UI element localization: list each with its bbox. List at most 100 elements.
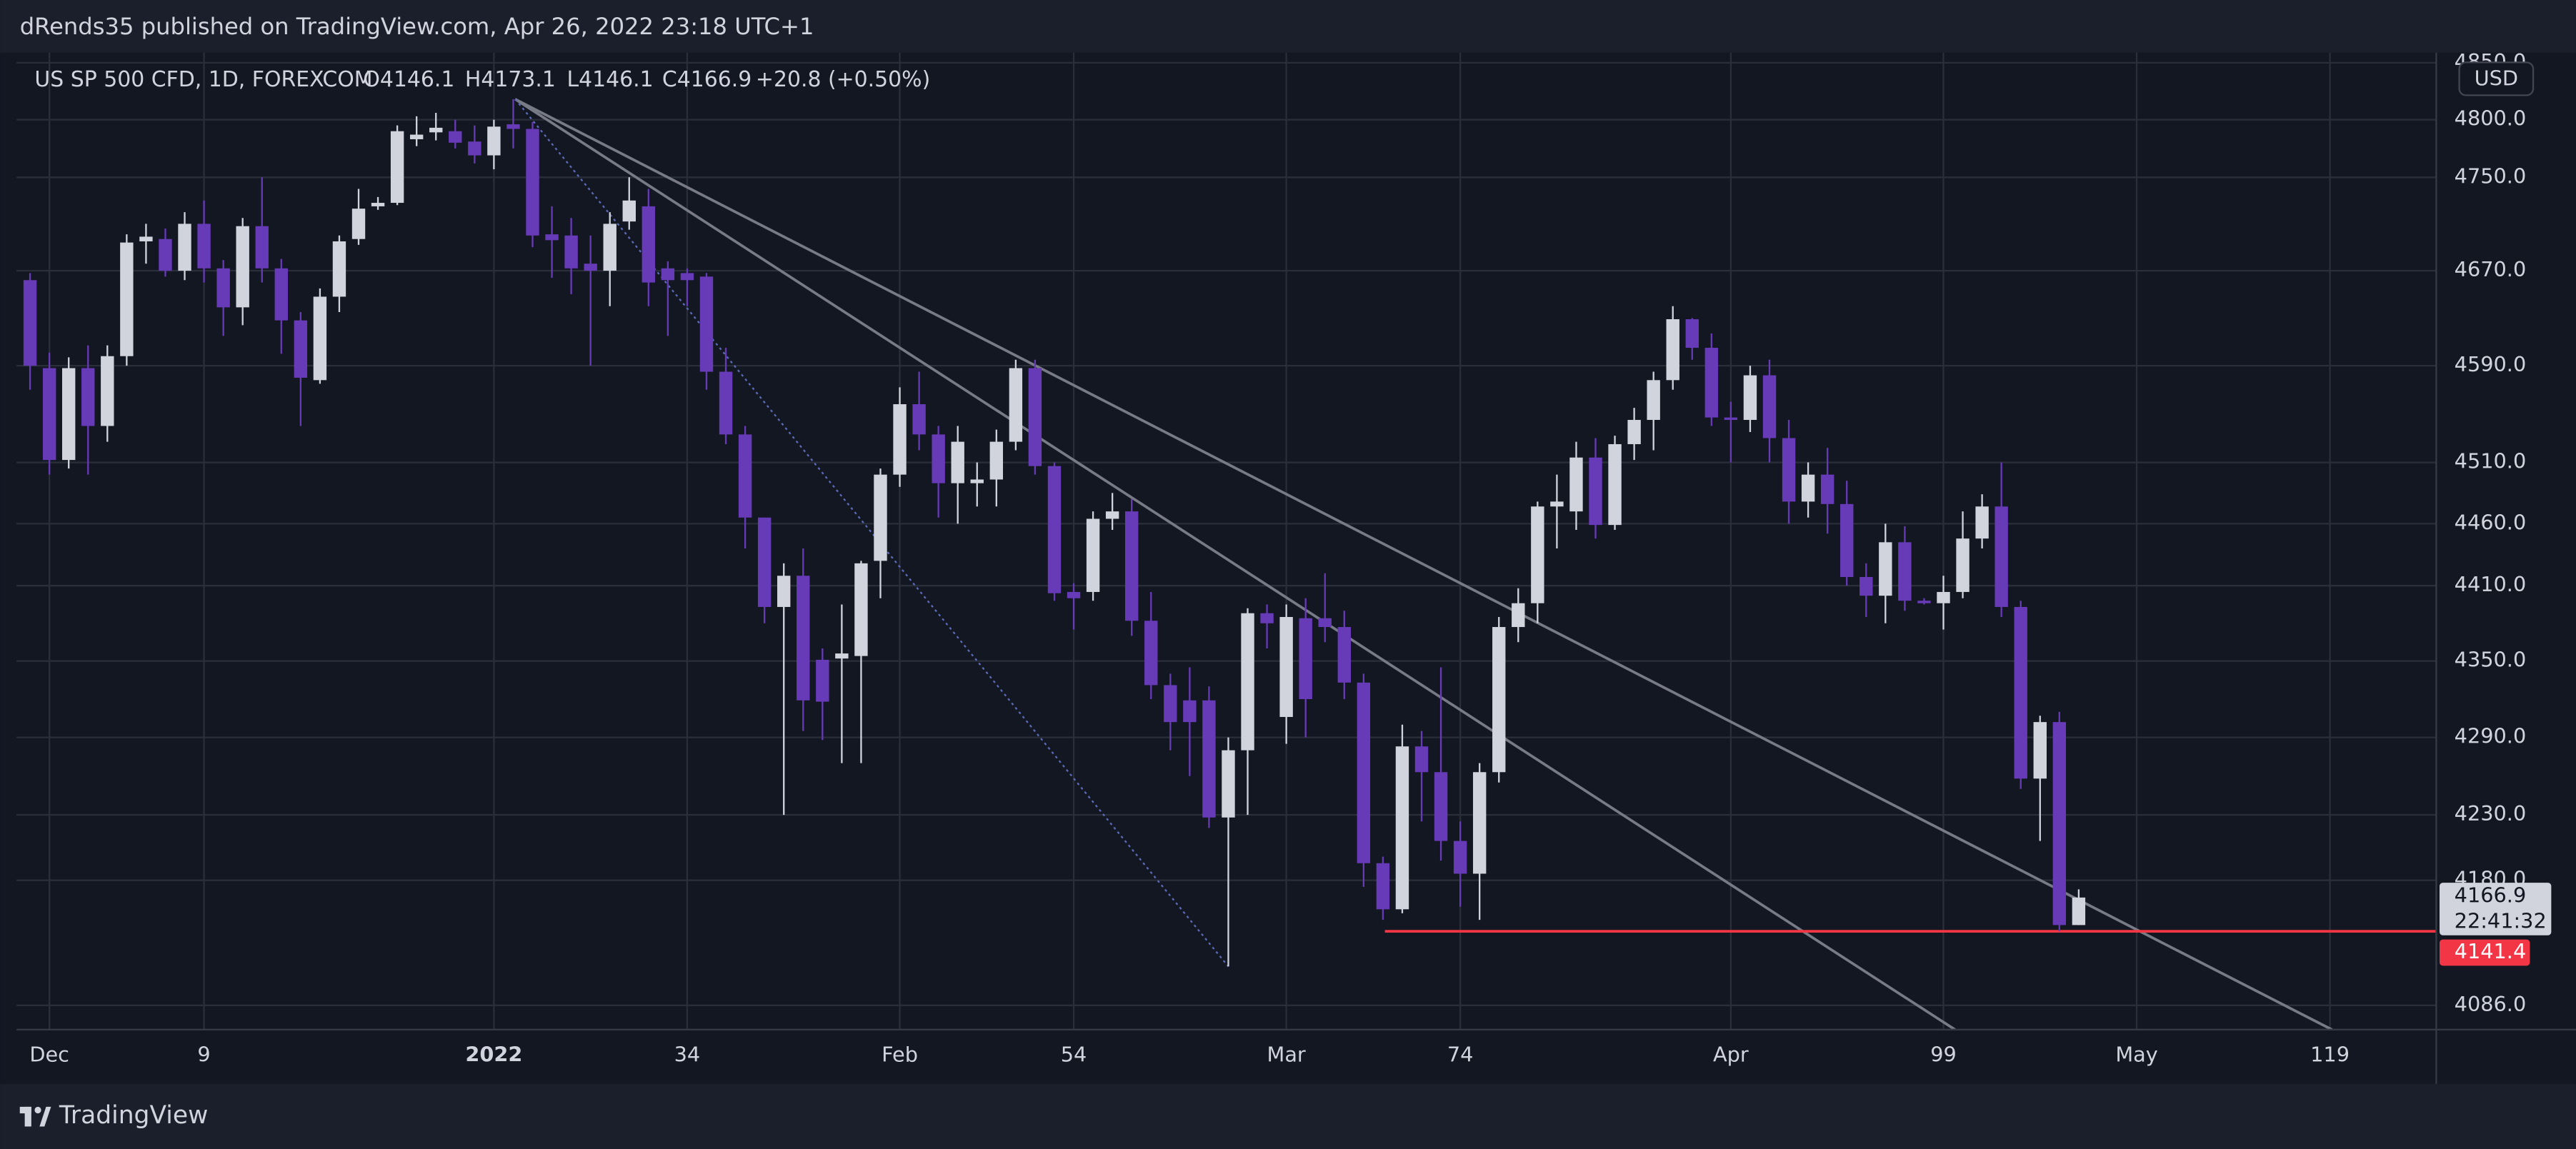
y-tick-label: 4290.0 <box>2455 724 2527 748</box>
candle-body <box>545 234 559 241</box>
x-tick-label: 99 <box>1930 1043 1957 1067</box>
logo-part <box>34 1106 41 1114</box>
candle-body <box>564 235 578 269</box>
candle-body <box>777 576 791 607</box>
candle-body <box>61 368 76 461</box>
candle-body <box>1531 506 1544 603</box>
candle-body <box>274 268 288 321</box>
y-tick-label: 4510.0 <box>2455 449 2527 473</box>
candle-body <box>1183 700 1197 723</box>
x-tick-label: 9 <box>197 1043 210 1067</box>
ohlc-close: C4166.9 <box>662 67 752 92</box>
candle-body <box>1260 613 1274 623</box>
candle-body <box>371 203 385 206</box>
candle-body <box>1512 603 1525 628</box>
candle-body <box>1144 621 1158 686</box>
candle-body <box>1434 772 1448 841</box>
candle-body <box>1337 627 1351 683</box>
candle-body <box>699 276 714 372</box>
price-label-box <box>2439 883 2552 935</box>
y-tick-label: 4670.0 <box>2455 257 2527 281</box>
candle-body <box>1453 841 1467 874</box>
candle-body <box>1395 746 1409 910</box>
candle-body <box>1917 601 1931 603</box>
candle-body <box>1666 318 1679 381</box>
candle-body <box>1376 863 1390 910</box>
ohlc-high: H4173.1 <box>465 67 556 92</box>
y-tick-label: 4410.0 <box>2455 572 2527 596</box>
axes: 4850.04800.04750.04670.04590.04510.04460… <box>29 49 2552 1067</box>
ohlc-open: O4146.1 <box>363 67 454 92</box>
candle-body <box>236 226 249 308</box>
candle-body <box>351 209 366 239</box>
candle-body <box>178 224 191 271</box>
y-tick-label: 4750.0 <box>2455 164 2527 188</box>
candle-body <box>1164 685 1177 723</box>
candle-body <box>1492 627 1506 773</box>
currency-badge[interactable] <box>2458 61 2535 96</box>
candle-body <box>1975 506 1989 539</box>
candle-body <box>797 576 810 701</box>
candle-body <box>1627 420 1641 444</box>
candle-body <box>1357 682 1371 863</box>
candle-body <box>1743 375 1757 421</box>
candle-body <box>1820 474 1834 504</box>
candle-body <box>120 242 134 356</box>
candle-body <box>1550 501 1564 507</box>
y-tick-label: 4460.0 <box>2455 510 2527 534</box>
candle-body <box>584 264 597 271</box>
candle-body <box>680 273 694 281</box>
candle-body <box>816 659 829 702</box>
candle-body <box>1086 518 1100 592</box>
candle-body <box>989 441 1004 480</box>
drawings <box>514 98 2437 1030</box>
candle-body <box>1995 506 2008 607</box>
price-label-box <box>2439 939 2530 966</box>
candle-body <box>1241 613 1254 751</box>
candle-body <box>139 236 153 241</box>
candle-body <box>1472 772 1487 874</box>
candle-body <box>1569 457 1583 512</box>
x-tick-label: 54 <box>1061 1043 1087 1067</box>
candle-body <box>951 441 964 483</box>
candle-body <box>2014 606 2027 779</box>
x-tick-label: Feb <box>882 1043 918 1067</box>
candle-body <box>835 653 849 659</box>
trend-line <box>514 98 1956 1030</box>
candle-body <box>641 206 656 283</box>
candle-body <box>970 479 984 483</box>
candle-body <box>1879 542 1892 596</box>
candle-body <box>1859 576 1873 596</box>
x-tick-label: Dec <box>29 1043 69 1067</box>
countdown: 22:41:32 <box>2455 908 2547 933</box>
price-label: 4166.9 <box>2455 883 2527 908</box>
candle-body <box>1956 538 1970 592</box>
candle-body <box>912 404 926 435</box>
candle-body <box>1125 511 1139 621</box>
x-tick-label: Apr <box>1713 1043 1749 1067</box>
candle-body <box>159 239 172 271</box>
candle-body <box>719 371 733 435</box>
candle-body <box>487 126 501 156</box>
currency[interactable]: USD <box>2475 66 2518 91</box>
candle-body <box>23 280 37 366</box>
candle-body <box>1724 417 1738 421</box>
ohlc-change: +20.8 (+0.50%) <box>756 67 930 92</box>
candle-body <box>622 200 636 222</box>
candle-body <box>526 129 539 236</box>
ohlc-low: L4146.1 <box>566 67 653 92</box>
candle-body <box>757 517 772 607</box>
candle-body <box>216 268 230 308</box>
candles <box>23 99 2086 967</box>
x-tick-label: 34 <box>674 1043 701 1067</box>
candle-body <box>1898 542 1912 601</box>
candle-body <box>1009 368 1023 442</box>
candle-body <box>332 241 346 297</box>
candle-body <box>1222 750 1235 818</box>
candle-body <box>932 434 945 483</box>
candle-body <box>1647 380 1660 421</box>
header-cover <box>0 0 2576 53</box>
candle-body <box>738 434 752 518</box>
